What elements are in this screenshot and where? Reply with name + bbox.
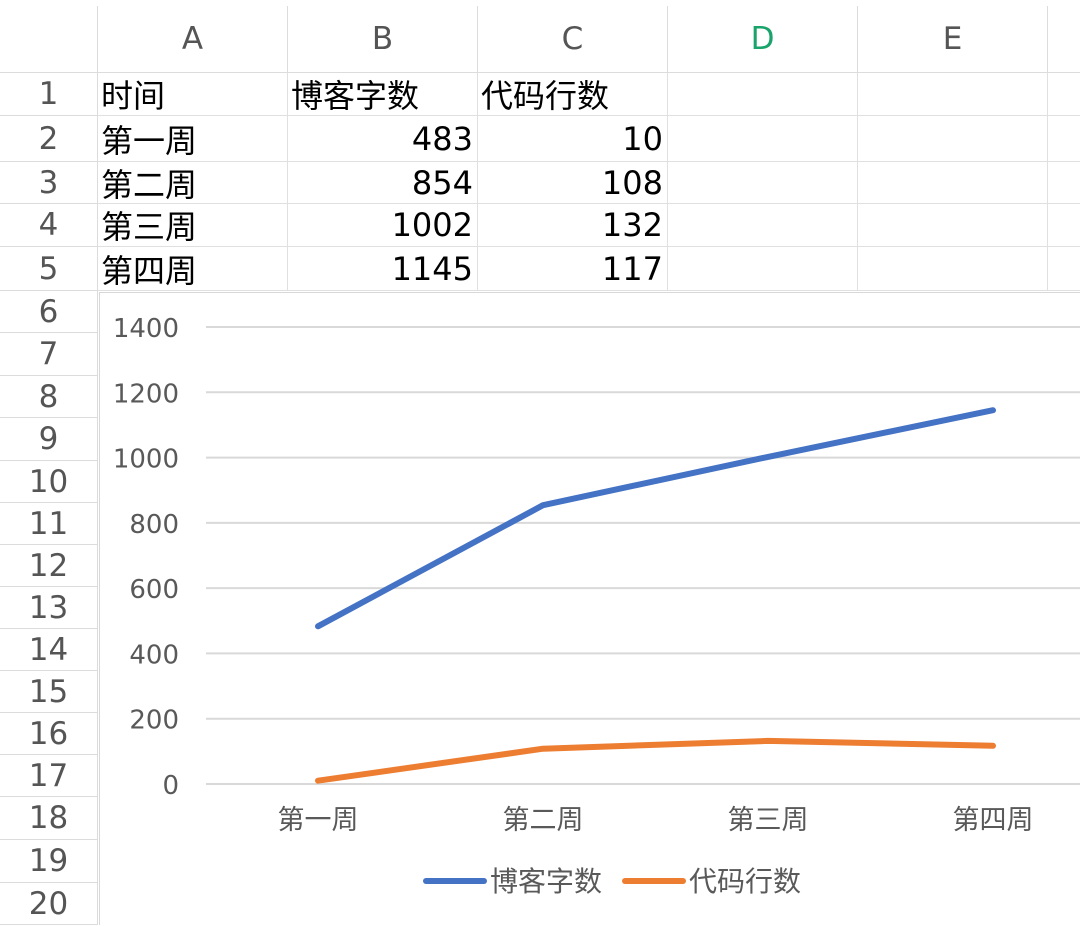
legend-label: 博客字数 bbox=[490, 865, 602, 898]
cell-c5[interactable]: 117 bbox=[478, 247, 668, 291]
row-header-13[interactable]: 13 bbox=[0, 587, 98, 629]
y-tick-label: 1200 bbox=[113, 379, 179, 409]
cell-b2[interactable]: 483 bbox=[288, 116, 478, 162]
cell-c3[interactable]: 108 bbox=[478, 162, 668, 204]
cell-f3[interactable] bbox=[1048, 162, 1080, 204]
cell-b5[interactable]: 1145 bbox=[288, 247, 478, 291]
y-tick-label: 200 bbox=[129, 706, 179, 736]
cell-e2[interactable] bbox=[858, 116, 1048, 162]
row-header-15[interactable]: 15 bbox=[0, 671, 98, 713]
row-header-12[interactable]: 12 bbox=[0, 545, 98, 587]
row-header-8[interactable]: 8 bbox=[0, 376, 98, 418]
row-header-14[interactable]: 14 bbox=[0, 629, 98, 671]
cell-d5[interactable] bbox=[668, 247, 858, 291]
cell-e4[interactable] bbox=[858, 204, 1048, 247]
cell-b4[interactable]: 1002 bbox=[288, 204, 478, 247]
row-header-11[interactable]: 11 bbox=[0, 503, 98, 545]
y-tick-label: 600 bbox=[129, 575, 179, 605]
cell-c2[interactable]: 10 bbox=[478, 116, 668, 162]
cell-a3[interactable]: 第二周 bbox=[98, 162, 288, 204]
column-header-f-partial[interactable] bbox=[1048, 6, 1080, 73]
series-line-1 bbox=[315, 407, 996, 630]
column-header-b[interactable]: B bbox=[288, 6, 478, 73]
line-chart[interactable]: 0 200 400 600 800 1000 1200 1400 第一周 第二周 第三周 第四周博客字… bbox=[99, 292, 1080, 925]
cell-d1[interactable] bbox=[668, 73, 858, 116]
cell-a4[interactable]: 第三周 bbox=[98, 204, 288, 247]
cell-f1[interactable] bbox=[1048, 73, 1080, 116]
row-header-20[interactable]: 20 bbox=[0, 883, 98, 925]
y-tick-label: 1000 bbox=[113, 445, 179, 475]
cell-e3[interactable] bbox=[858, 162, 1048, 204]
chart-canvas: 0 200 400 600 800 1000 1200 1400 第一周 第二周 第三周 第四周博客字… bbox=[113, 314, 1080, 898]
y-tick-label: 800 bbox=[129, 510, 179, 540]
cell-c1[interactable]: 代码行数 bbox=[478, 73, 668, 116]
cell-b3[interactable]: 854 bbox=[288, 162, 478, 204]
y-tick-label: 1400 bbox=[113, 314, 179, 344]
column-header-e[interactable]: E bbox=[858, 6, 1048, 73]
cell-e5[interactable] bbox=[858, 247, 1048, 291]
column-header-c[interactable]: C bbox=[478, 6, 668, 73]
cell-e1[interactable] bbox=[858, 73, 1048, 116]
cell-f4[interactable] bbox=[1048, 204, 1080, 247]
y-tick-label: 400 bbox=[129, 640, 179, 670]
row-header-4[interactable]: 4 bbox=[0, 204, 98, 247]
column-header-a[interactable]: A bbox=[98, 6, 288, 73]
cell-f5[interactable] bbox=[1048, 247, 1080, 291]
cell-a5[interactable]: 第四周 bbox=[98, 247, 288, 291]
y-tick-label: 0 bbox=[162, 771, 179, 801]
row-header-17[interactable]: 17 bbox=[0, 755, 98, 797]
row-header-19[interactable]: 19 bbox=[0, 840, 98, 883]
cell-a2[interactable]: 第一周 bbox=[98, 116, 288, 162]
row-header-16[interactable]: 16 bbox=[0, 713, 98, 755]
cell-b1[interactable]: 博客字数 bbox=[288, 73, 478, 116]
row-header-10[interactable]: 10 bbox=[0, 461, 98, 503]
cell-f2[interactable] bbox=[1048, 116, 1080, 162]
row-header-5[interactable]: 5 bbox=[0, 247, 98, 291]
select-all-corner[interactable] bbox=[0, 6, 98, 73]
x-tick-label: 第一周 bbox=[278, 805, 359, 836]
row-header-2[interactable]: 2 bbox=[0, 116, 98, 162]
legend-label: 代码行数 bbox=[689, 865, 801, 898]
row-header-7[interactable]: 7 bbox=[0, 333, 98, 376]
cell-d2[interactable] bbox=[668, 116, 858, 162]
column-header-d[interactable]: D bbox=[668, 6, 858, 73]
row-header-18[interactable]: 18 bbox=[0, 797, 98, 840]
cell-a1[interactable]: 时间 bbox=[98, 73, 288, 116]
cell-c4[interactable]: 132 bbox=[478, 204, 668, 247]
row-header-3[interactable]: 3 bbox=[0, 162, 98, 204]
x-tick-label: 第二周 bbox=[503, 805, 584, 836]
x-tick-label: 第四周 bbox=[953, 805, 1034, 836]
row-header-9[interactable]: 9 bbox=[0, 418, 98, 461]
row-header-6[interactable]: 6 bbox=[0, 291, 98, 333]
row-header-1[interactable]: 1 bbox=[0, 73, 98, 116]
series-line-2 bbox=[315, 737, 996, 784]
cell-d3[interactable] bbox=[668, 162, 858, 204]
cell-d4[interactable] bbox=[668, 204, 858, 247]
x-tick-label: 第三周 bbox=[728, 805, 809, 836]
